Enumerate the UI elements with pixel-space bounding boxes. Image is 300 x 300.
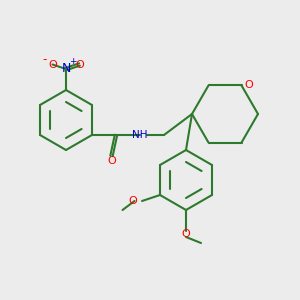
Text: +: +: [69, 57, 76, 66]
Text: O: O: [48, 59, 57, 70]
Text: N: N: [61, 62, 71, 76]
Text: NH: NH: [132, 130, 148, 140]
Text: O: O: [75, 59, 84, 70]
Text: O: O: [129, 196, 137, 206]
Text: O: O: [107, 155, 116, 166]
Text: O: O: [244, 80, 253, 90]
Text: -: -: [42, 53, 46, 67]
Text: O: O: [182, 229, 190, 239]
